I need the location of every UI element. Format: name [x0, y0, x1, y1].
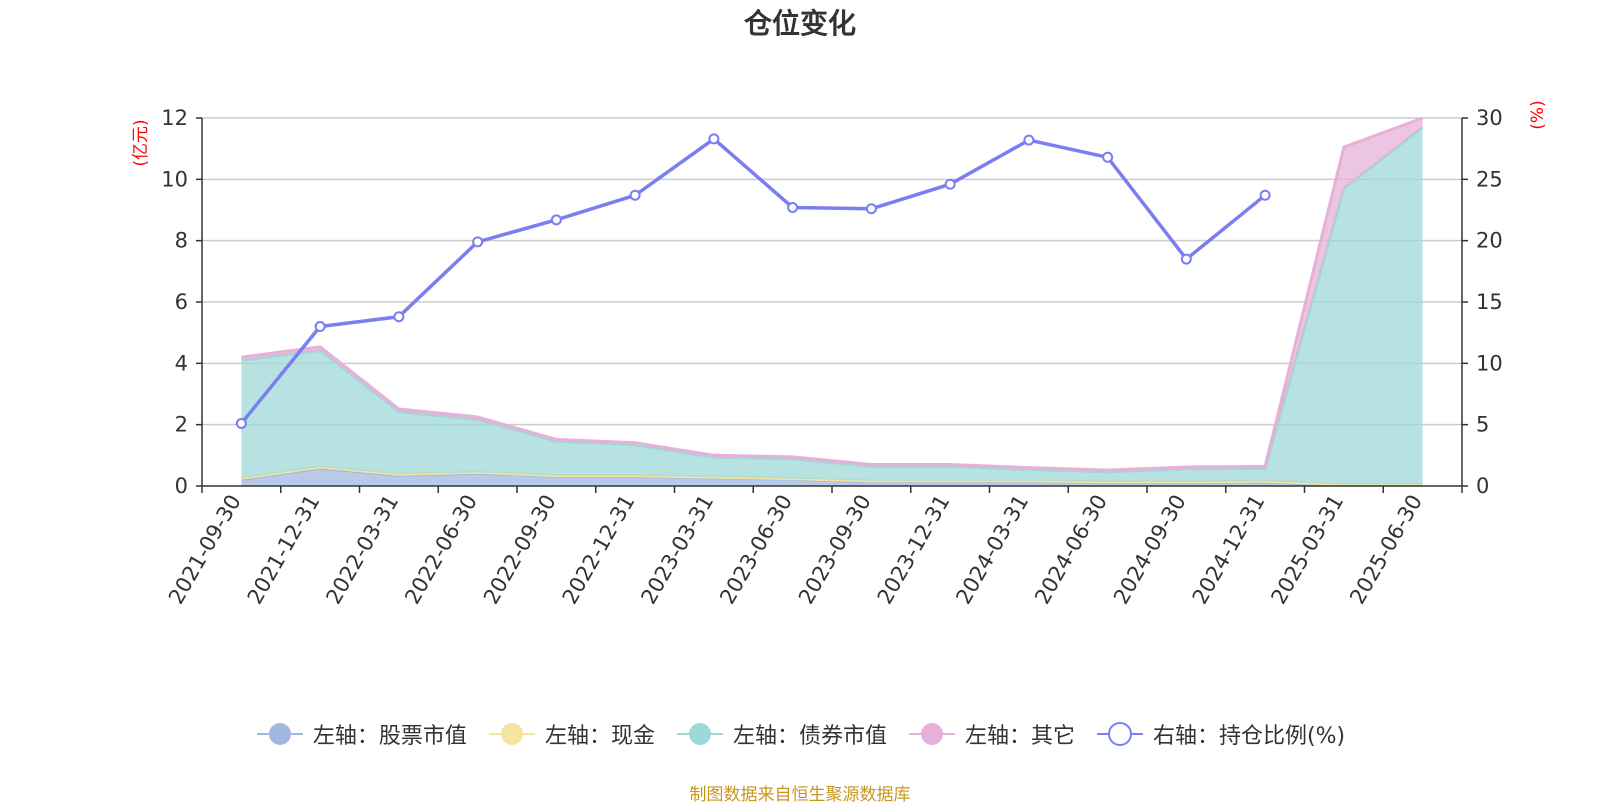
right-tick-label: 15: [1476, 290, 1503, 314]
area-左轴：债券市值: [241, 127, 1423, 485]
x-tick-label: 2022-03-31: [321, 491, 403, 609]
legend-item[interactable]: 左轴：股票市值: [255, 718, 467, 750]
ratio-point[interactable]: [472, 236, 484, 248]
left-axis-unit: (亿元): [131, 119, 151, 166]
ratio-point[interactable]: [787, 202, 799, 214]
ratio-point[interactable]: [708, 133, 720, 145]
x-tick-label: 2024-09-30: [1109, 491, 1191, 609]
legend-item[interactable]: 左轴：其它: [907, 718, 1075, 750]
legend-swatch-icon: [908, 723, 955, 745]
legend-swatch-icon: [1096, 722, 1143, 746]
x-tick-label: 2022-12-31: [558, 491, 640, 609]
right-axis-unit: (%): [1528, 100, 1548, 129]
x-tick-label: 2021-12-31: [243, 491, 325, 609]
left-tick-label: 6: [175, 290, 188, 314]
legend-swatch-icon: [676, 723, 723, 745]
left-tick-label: 8: [175, 229, 188, 253]
left-tick-label: 4: [175, 351, 188, 375]
stacked-areas: [241, 116, 1424, 487]
x-tick-label: 2023-03-31: [636, 491, 718, 609]
legend-item[interactable]: 左轴：债券市值: [675, 718, 887, 750]
left-tick-label: 10: [161, 167, 188, 191]
legend-label: 左轴：现金: [544, 724, 655, 749]
left-tick-label: 0: [175, 474, 188, 498]
chart-title: 仓位变化: [743, 7, 856, 40]
legend-swatch-icon: [256, 723, 303, 745]
x-tick-label: 2023-06-30: [715, 491, 797, 609]
left-tick-label: 12: [161, 106, 188, 130]
legend-label: 左轴：其它: [964, 724, 1075, 749]
grid-lines: [202, 117, 1462, 426]
x-tick-label: 2024-03-31: [951, 491, 1033, 609]
left-tick-label: 2: [175, 413, 188, 437]
x-tick-label: 2022-09-30: [479, 491, 561, 609]
ratio-line-path: [240, 136, 1267, 425]
legend-label: 左轴：股票市值: [312, 724, 467, 749]
x-tick-label: 2025-03-31: [1266, 491, 1348, 609]
x-tick-label: 2024-12-31: [1188, 491, 1270, 609]
area-edge-左轴：其它: [241, 116, 1424, 472]
right-tick-label: 25: [1476, 167, 1503, 191]
ratio-point[interactable]: [1102, 151, 1114, 163]
legend-swatch-icon: [488, 723, 535, 745]
right-tick-label: 10: [1476, 351, 1503, 375]
ratio-point[interactable]: [1023, 134, 1035, 146]
ratio-point[interactable]: [393, 311, 405, 323]
x-tick-label: 2023-12-31: [873, 491, 955, 609]
x-tick-label: 2025-06-30: [1345, 491, 1427, 609]
x-tick-label: 2023-09-30: [794, 491, 876, 609]
right-tick-label: 20: [1476, 229, 1503, 253]
ratio-point[interactable]: [550, 214, 562, 226]
legend-label: 左轴：债券市值: [732, 724, 887, 749]
legend: 左轴：股票市值 左轴：现金 左轴：债券市值 左轴：其它 右轴：持仓比例(%): [0, 718, 1600, 750]
ratio-line: [235, 133, 1271, 429]
right-tick-label: 30: [1476, 106, 1503, 130]
ratio-point[interactable]: [629, 189, 641, 201]
x-tick-label: 2024-06-30: [1030, 491, 1112, 609]
ratio-point[interactable]: [1259, 189, 1271, 201]
area-左轴：股票市值: [241, 468, 1423, 486]
x-tick-label: 2021-09-30: [164, 491, 246, 609]
ratio-point[interactable]: [865, 203, 877, 215]
ratio-point[interactable]: [944, 178, 956, 190]
ratio-point[interactable]: [314, 321, 326, 333]
right-tick-label: 5: [1476, 413, 1489, 437]
right-tick-label: 0: [1476, 474, 1489, 498]
ratio-point[interactable]: [235, 417, 247, 429]
legend-label: 右轴：持仓比例(%): [1152, 724, 1346, 749]
x-tick-label: 2022-06-30: [400, 491, 482, 609]
ratio-point[interactable]: [1180, 253, 1192, 265]
source-note: 制图数据来自恒生聚源数据库: [689, 785, 911, 805]
legend-item[interactable]: 左轴：现金: [487, 718, 655, 750]
legend-item[interactable]: 右轴：持仓比例(%): [1095, 718, 1345, 750]
